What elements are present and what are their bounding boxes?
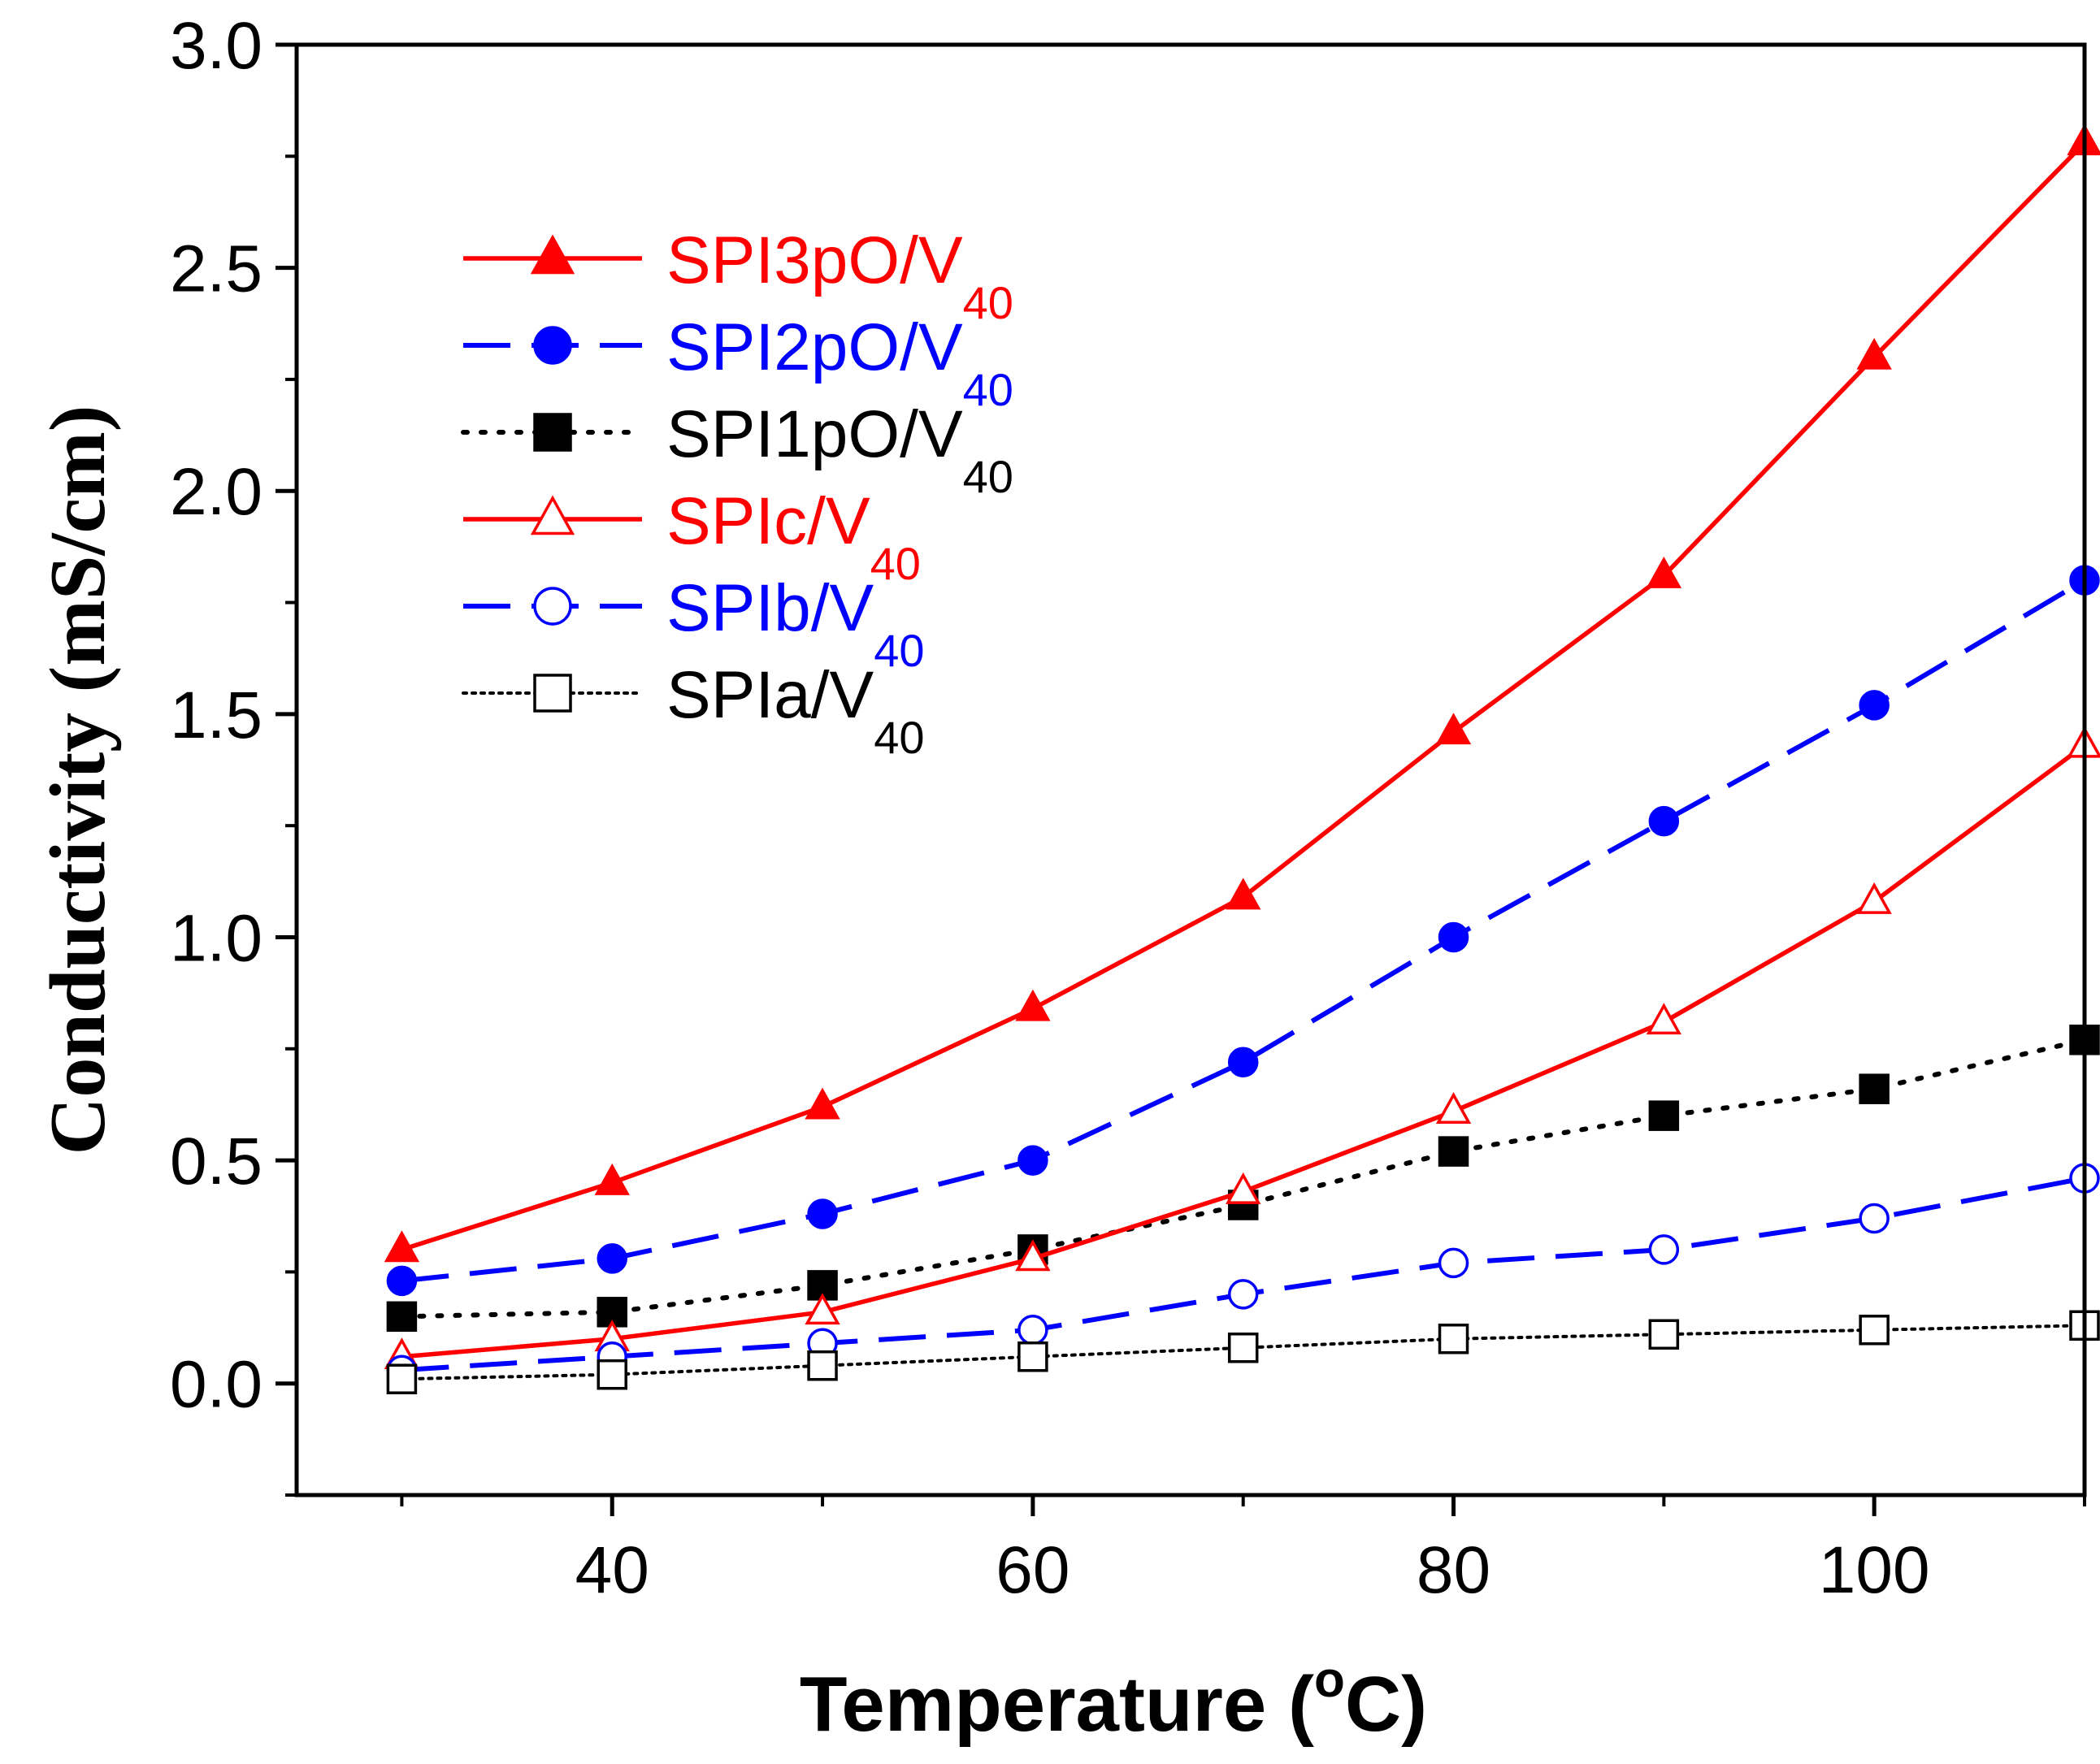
data-point-5-5 — [1438, 1324, 1469, 1354]
series-0 — [384, 124, 2100, 1263]
series-5 — [386, 1310, 2100, 1394]
legend-label-5: SPIa/V40 — [666, 658, 925, 763]
data-point-2-1 — [597, 1297, 627, 1328]
data-point-3-2 — [805, 1293, 840, 1325]
legend-item-1: SPI2pO/V40 — [463, 310, 1013, 415]
data-point-0-0 — [384, 1230, 420, 1263]
data-point-5-2 — [807, 1350, 838, 1381]
data-point-4-4 — [1227, 1279, 1259, 1310]
y-tick-label-4: 2.0 — [170, 455, 262, 529]
series-layer — [384, 124, 2100, 1394]
legend-label-text-2: SPI1pO/V — [666, 397, 963, 471]
x-axis-title: Temperature (oC) — [800, 1652, 1427, 1748]
data-point-5-4 — [1227, 1333, 1259, 1363]
data-point-1-4 — [1227, 1047, 1259, 1077]
data-point-3-4 — [1226, 1172, 1261, 1204]
data-point-1-5 — [1438, 921, 1469, 953]
data-point-0-5 — [1435, 713, 1472, 745]
data-point-0-3 — [1015, 989, 1051, 1021]
data-point-3-7 — [1856, 882, 1892, 914]
legend-label-text-4: SPIb/V — [666, 571, 874, 645]
y-tick-label-1: 0.5 — [170, 1125, 262, 1198]
legend: SPI3pO/V40SPI2pO/V40SPI1pO/V40SPIc/V40SP… — [461, 223, 1013, 763]
legend-label-text-1: SPI2pO/V — [666, 310, 963, 384]
y-tick-label-6: 3.0 — [170, 9, 262, 83]
tick-layer: 40 60 80 100 0.0 0.5 1.0 1.5 2.0 2.5 3.0 — [170, 9, 2086, 1607]
legend-label-4: SPIb/V40 — [666, 571, 925, 676]
x-axis-title-unit: C) — [1345, 1661, 1427, 1748]
data-point-1-0 — [386, 1265, 418, 1297]
legend-label-subscript-0: 40 — [963, 277, 1013, 328]
data-point-4-5 — [1438, 1247, 1469, 1279]
series-1 — [386, 565, 2100, 1297]
y-axis-title: Conductivity (mS/cm) — [34, 405, 122, 1155]
legend-label-3: SPIc/V40 — [666, 484, 921, 589]
legend-item-2: SPI1pO/V40 — [461, 397, 1013, 502]
series-2 — [386, 1025, 2100, 1333]
legend-label-2: SPI1pO/V40 — [666, 397, 1013, 502]
x-tick-label-3: 100 — [1819, 1533, 1930, 1607]
legend-label-subscript-2: 40 — [963, 451, 1013, 502]
x-tick-label-1: 60 — [996, 1533, 1070, 1607]
legend-label-1: SPI2pO/V40 — [666, 310, 1013, 415]
legend-item-4: SPIb/V40 — [463, 571, 925, 676]
data-point-5-6 — [1648, 1319, 1680, 1350]
legend-label-0: SPI3pO/V40 — [666, 223, 1013, 328]
x-tick-label-2: 80 — [1417, 1533, 1490, 1607]
y-tick-label-3: 1.5 — [170, 678, 262, 752]
data-point-5-0 — [386, 1363, 418, 1394]
legend-marker-3 — [530, 495, 575, 535]
data-point-1-2 — [807, 1198, 838, 1229]
data-point-2-6 — [1648, 1100, 1680, 1131]
data-point-0-4 — [1226, 878, 1261, 910]
legend-label-text-0: SPI3pO/V — [666, 223, 963, 297]
plot-frame — [294, 42, 2087, 1497]
data-point-1-1 — [597, 1243, 627, 1274]
legend-item-5: SPIa/V40 — [462, 658, 925, 763]
data-point-4-7 — [1859, 1203, 1890, 1234]
series-line-1 — [401, 578, 2086, 1284]
data-point-2-0 — [386, 1301, 418, 1333]
data-point-4-3 — [1017, 1315, 1048, 1346]
legend-label-subscript-4: 40 — [874, 625, 924, 676]
legend-label-subscript-5: 40 — [874, 712, 924, 763]
data-point-3-6 — [1646, 1003, 1682, 1035]
data-point-4-6 — [1648, 1234, 1680, 1265]
data-point-0-7 — [1856, 337, 1892, 370]
legend-marker-4 — [533, 587, 572, 626]
data-point-3-5 — [1435, 1092, 1472, 1124]
legend-label-text-3: SPIc/V — [666, 484, 870, 558]
data-point-1-3 — [1017, 1145, 1048, 1176]
data-point-5-3 — [1017, 1341, 1048, 1372]
legend-marker-5 — [533, 674, 572, 713]
data-point-1-6 — [1648, 805, 1680, 837]
legend-item-0: SPI3pO/V40 — [463, 223, 1013, 328]
legend-label-text-5: SPIa/V — [666, 658, 874, 732]
data-point-0-2 — [805, 1087, 840, 1120]
y-tick-label-0: 0.0 — [170, 1348, 262, 1422]
legend-label-subscript-3: 40 — [870, 538, 921, 589]
legend-marker-0 — [530, 234, 575, 275]
data-point-0-6 — [1646, 556, 1682, 588]
legend-label-subscript-1: 40 — [963, 364, 1013, 415]
data-point-0-1 — [594, 1163, 630, 1195]
data-point-1-7 — [1859, 690, 1890, 721]
x-tick-label-0: 40 — [575, 1533, 649, 1607]
legend-marker-1 — [533, 326, 572, 365]
data-point-5-1 — [597, 1359, 627, 1390]
data-point-5-7 — [1859, 1315, 1890, 1346]
legend-marker-2 — [533, 413, 572, 452]
y-tick-label-5: 2.5 — [170, 232, 262, 306]
x-axis-title-degree: o — [1314, 1652, 1345, 1708]
data-point-2-7 — [1859, 1073, 1890, 1104]
data-point-2-5 — [1438, 1136, 1469, 1167]
y-tick-label-2: 1.0 — [170, 901, 262, 975]
data-point-3-3 — [1015, 1239, 1051, 1272]
x-axis-title-text: Temperature ( — [800, 1661, 1314, 1748]
legend-item-3: SPIc/V40 — [463, 484, 921, 589]
